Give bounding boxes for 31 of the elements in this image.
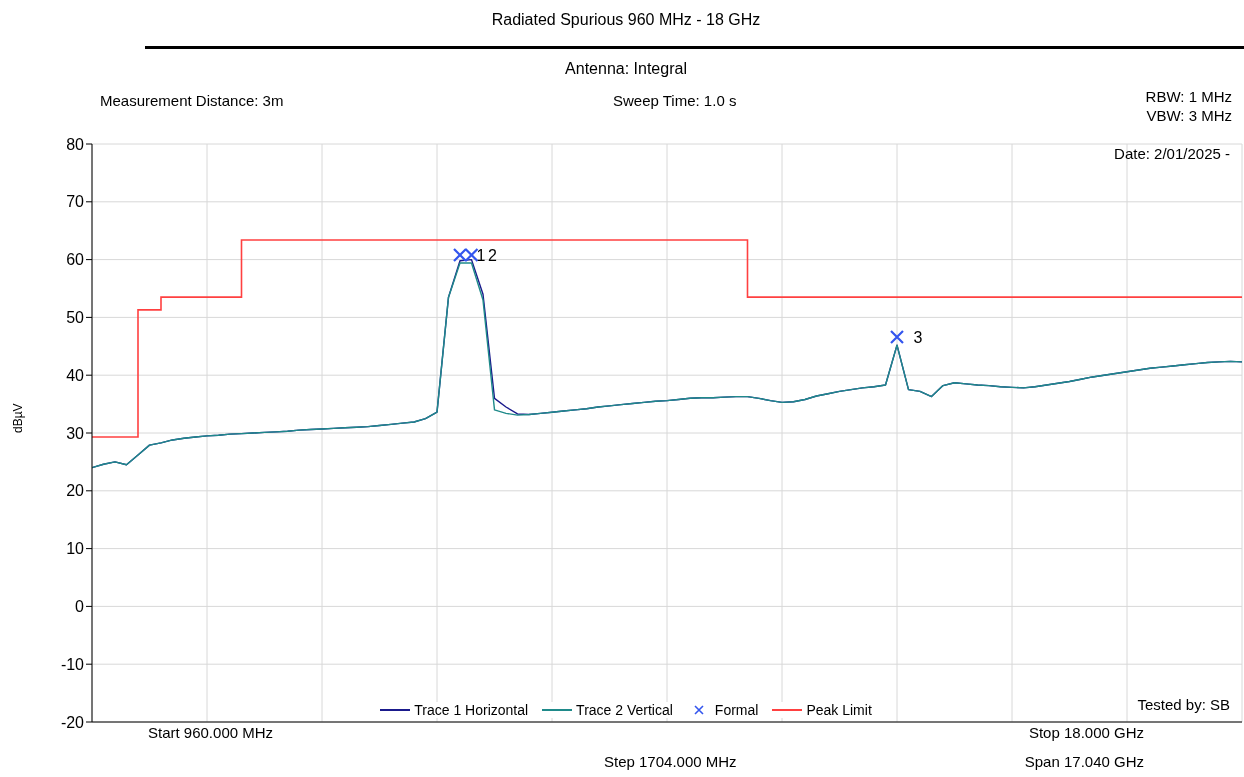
y-tick-label: 70 [66,193,85,211]
y-tick-label: 60 [66,251,85,269]
y-tick-label: 10 [66,540,85,558]
text: Measurement Distance: 3m [100,92,284,109]
text: VBW: 3 MHz [1146,107,1232,124]
text: Step 1704.000 MHz [604,753,737,770]
y-tick-label: -20 [60,713,85,731]
annotation: 2 [488,246,498,264]
text: Span 17.040 GHz [1024,753,1144,770]
chart-subtitle: Antenna: Integral [564,60,688,78]
text: Stop 18.000 GHz [1028,724,1144,741]
annotation: Tested by: SB [1137,696,1230,713]
y-tick-label: 50 [66,309,85,327]
legend-label: Trace 1 Horizontal [414,702,529,718]
y-tick-label: 40 [66,366,85,384]
y-tick-label: 80 [66,135,85,153]
text: Sweep Time: 1.0 s [613,92,737,109]
y-tick-label: 30 [66,424,85,442]
chart-title: Radiated Spurious 960 MHz - 18 GHz [490,11,762,29]
annotation: Date: 2/01/2025 - [1114,145,1230,162]
y-tick-label: 20 [66,482,85,500]
y-tick-label: -10 [60,655,85,673]
legend-label: Peak Limit [806,702,872,718]
annotation: 1 [476,246,486,264]
text: Start 960.000 MHz [148,724,274,741]
legend-label: Trace 2 Vertical [576,702,673,718]
text: RBW: 1 MHz [1145,88,1232,105]
annotation: 3 [913,328,923,346]
y-axis-title: dBµV [11,403,26,433]
y-tick-label: 0 [75,598,85,616]
legend-label: Formal [714,702,759,718]
